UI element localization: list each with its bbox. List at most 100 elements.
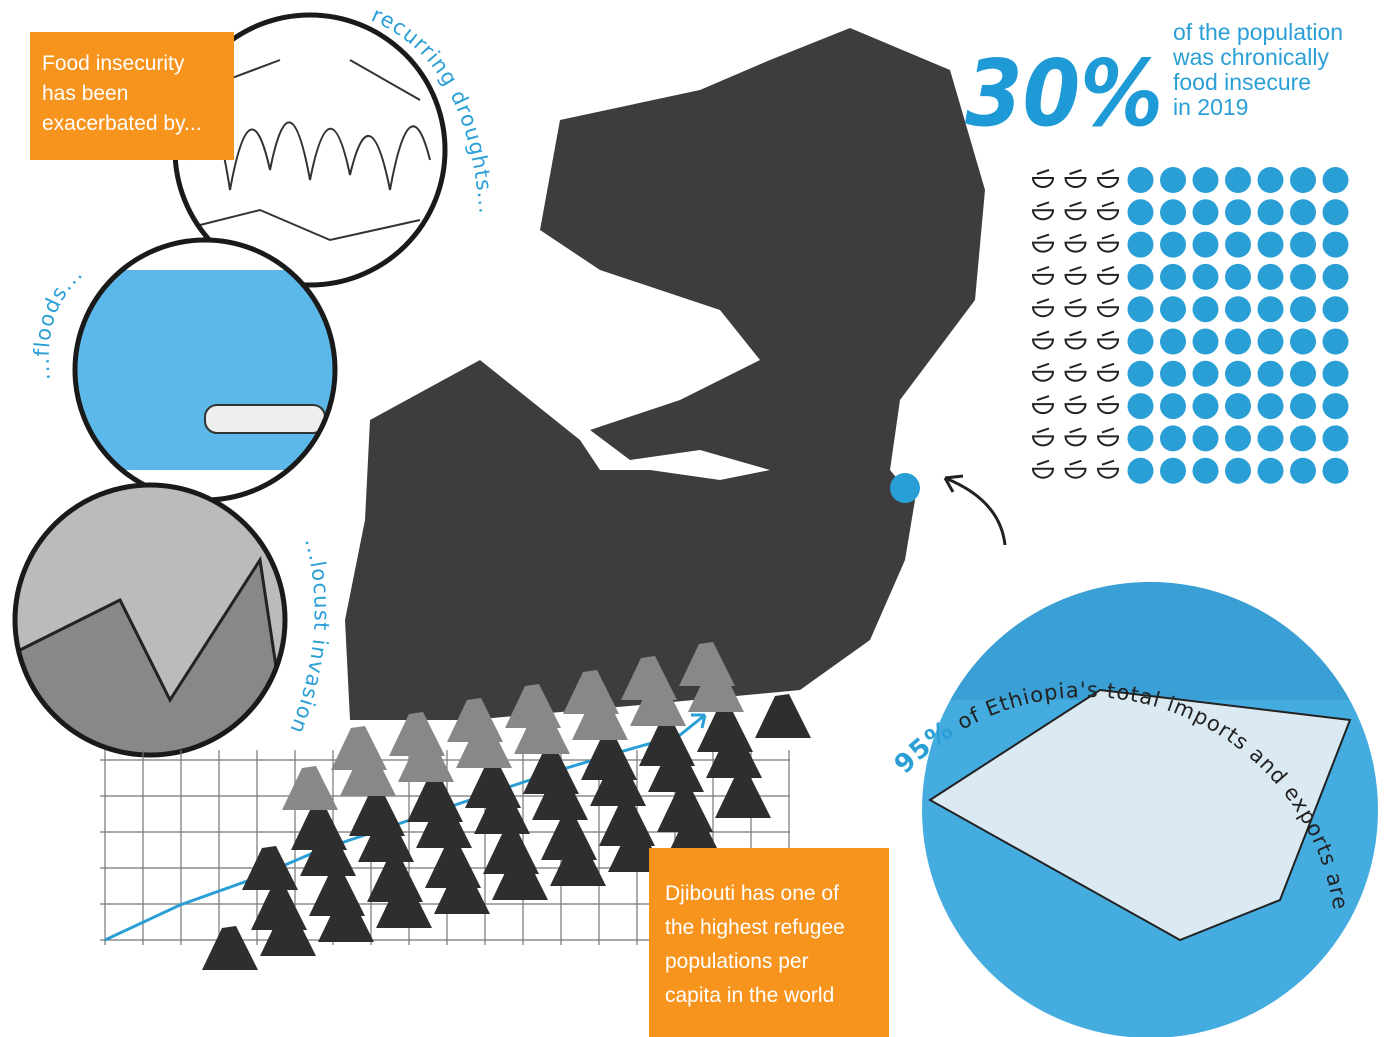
tent: [318, 898, 374, 942]
bowl-icon: [1064, 459, 1087, 479]
bowl-icon: [1031, 427, 1055, 447]
tent: [630, 682, 686, 726]
dot-icon: [1290, 393, 1316, 420]
port-dot: [890, 473, 920, 503]
tent: [367, 858, 423, 902]
tent: [563, 670, 619, 714]
dot-icon: [1257, 231, 1284, 258]
bowl-icon: [1064, 330, 1087, 350]
text-line: exacerbated by...: [42, 112, 202, 135]
dot-icon: [1192, 457, 1219, 484]
tent: [755, 694, 811, 738]
tent: [572, 696, 628, 740]
text-line: Djibouti has one of: [665, 882, 839, 905]
bowl-icon: [1064, 265, 1087, 285]
dot-icon: [1160, 263, 1186, 290]
tent: [581, 736, 637, 780]
bowl-icon: [1031, 169, 1055, 188]
dot-icon: [1192, 425, 1219, 452]
tent: [389, 712, 445, 756]
dot-icon: [1127, 167, 1154, 193]
tent: [505, 684, 561, 728]
dot-icon: [1322, 328, 1349, 355]
dot-icon: [1225, 457, 1251, 484]
dot-icon: [1322, 425, 1349, 452]
dot-icon: [1290, 167, 1316, 193]
tent: [282, 766, 338, 810]
tents: [202, 642, 811, 970]
bowl-icon: [1064, 362, 1087, 382]
port-illustration: [922, 582, 1378, 1037]
dot-icon: [1192, 231, 1219, 258]
tent: [349, 792, 405, 836]
tent: [657, 788, 713, 832]
dot-icon: [1290, 199, 1316, 226]
tent: [679, 642, 735, 686]
tent: [291, 806, 347, 850]
bowl-icon: [1064, 233, 1087, 253]
dot-icon: [1225, 296, 1251, 323]
bowl-icon: [1031, 201, 1055, 221]
dot-icon: [1322, 393, 1349, 420]
dot-icon: [1127, 425, 1154, 452]
bowl-icon: [1096, 265, 1120, 285]
text-line: was chronically: [1172, 44, 1329, 70]
tent: [688, 668, 744, 712]
tent: [514, 710, 570, 754]
bowl-icon: [1096, 169, 1120, 188]
map-djibouti: [345, 28, 985, 720]
dot-icon: [1192, 263, 1219, 290]
dot-icon: [1290, 457, 1316, 484]
dot-icon: [1257, 167, 1284, 193]
dot-icon: [1290, 231, 1316, 258]
dot-icon: [1127, 296, 1154, 323]
tent: [300, 832, 356, 876]
dot-icon: [1160, 167, 1186, 193]
dot-icon: [1192, 199, 1219, 226]
tent: [309, 872, 365, 916]
bowl-icon: [1096, 298, 1120, 318]
dot-icon: [1127, 328, 1154, 355]
bowl-icon: [1064, 169, 1087, 188]
dot-icon: [1225, 360, 1251, 387]
text-line: in 2019: [1173, 94, 1248, 120]
dot-icon: [1322, 263, 1349, 290]
dot-icon: [1160, 360, 1186, 387]
dot-icon: [1322, 231, 1349, 258]
tent: [202, 926, 258, 970]
bowl-icon: [1096, 330, 1120, 350]
bowl-icon: [1064, 298, 1087, 318]
tent: [639, 722, 695, 766]
bowl-icon: [1031, 362, 1055, 382]
bowl-icon: [1096, 362, 1120, 382]
tent: [550, 842, 606, 886]
bowl-icon: [1096, 233, 1120, 253]
tent: [376, 884, 432, 928]
tent: [398, 738, 454, 782]
dot-icon: [1225, 167, 1251, 193]
dot-icon: [1192, 328, 1219, 355]
dot-icon: [1290, 328, 1316, 355]
bowl-icon: [1096, 427, 1120, 447]
tent: [331, 726, 387, 770]
dot-icon: [1290, 296, 1316, 323]
dot-icon: [1257, 393, 1284, 420]
bowl-icon: [1096, 459, 1120, 479]
dot-icon: [1127, 263, 1154, 290]
dot-icon: [1257, 425, 1284, 452]
tent: [590, 762, 646, 806]
dot-icon: [1257, 457, 1284, 484]
text-line: populations per: [665, 950, 809, 973]
tent: [251, 886, 307, 930]
waffle: [1031, 167, 1349, 484]
tent: [599, 802, 655, 846]
tent: [456, 724, 512, 768]
dot-icon: [1322, 199, 1349, 226]
dot-icon: [1160, 457, 1186, 484]
bowl-icon: [1031, 265, 1055, 285]
dot-icon: [1160, 393, 1186, 420]
tent: [260, 912, 316, 956]
bowl-icon: [1096, 201, 1120, 221]
intro-box: [30, 32, 234, 160]
